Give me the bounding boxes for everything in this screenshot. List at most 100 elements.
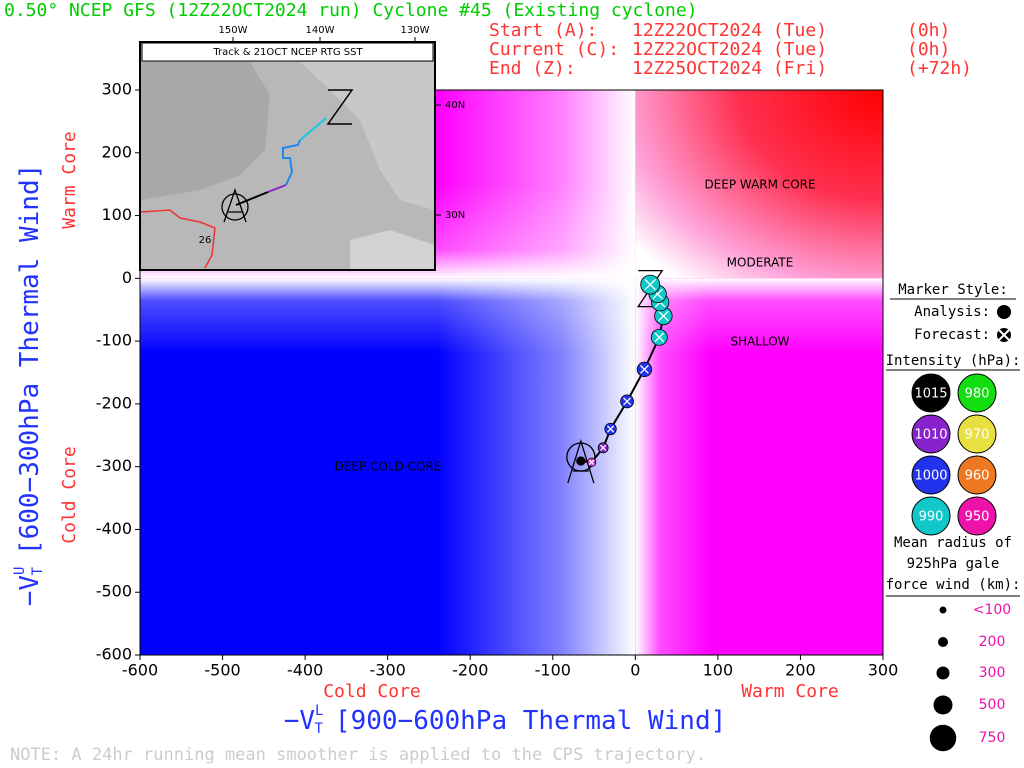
inset-track (282, 139, 301, 186)
run-date: 12Z22OCT2024 (Tue) (632, 39, 827, 60)
legend-swatch (998, 329, 1010, 341)
region-label: SHALLOW (730, 335, 789, 349)
region-label: DEEP COLD CORE (335, 460, 442, 474)
y-label-rest: [600−300hPa Thermal Wind] (15, 164, 45, 555)
forecast-cross (599, 444, 607, 452)
lon-label: 150W (219, 25, 248, 36)
intensity-swatch (911, 455, 951, 495)
legend-title: Intensity (hPa): (886, 353, 1021, 369)
run-label: End (Z): (489, 58, 576, 79)
legend-swatch (997, 305, 1011, 319)
radius-label: 300 (979, 665, 1006, 681)
radius-swatch (933, 695, 953, 715)
intensity-label: 990 (919, 510, 944, 525)
x-side-label: Warm Core (741, 681, 839, 702)
legend-label: Forecast: (914, 327, 990, 343)
legend-title: force wind (km): (886, 577, 1021, 593)
inset-track (267, 184, 287, 193)
quadrant-shade (635, 278, 883, 655)
run-hour: (0h) (907, 20, 950, 41)
chart-title: 0.50° NCEP GFS (12Z22OCT2024 run) Cyclon… (4, 0, 698, 21)
inset-land (141, 62, 434, 210)
sst-contour (140, 209, 216, 269)
legend-title: Marker Style: (898, 282, 1008, 298)
x-axis-label: −VL T [900−600hPa Thermal Wind] (284, 703, 727, 737)
x-label-sub: T (314, 721, 323, 737)
inset-track (299, 117, 327, 141)
y-tick-label: 0 (122, 268, 132, 287)
lon-label: 130W (401, 25, 430, 36)
quadrant (635, 90, 883, 279)
inset-land (350, 230, 434, 269)
radius-swatch (936, 666, 950, 680)
x-label-sup: L (315, 703, 323, 719)
y-tick-label: -100 (96, 331, 132, 350)
y-label-main: −V (15, 575, 45, 606)
inset-title: Track & 21OCT NCEP RTG SST (212, 47, 363, 58)
x-tick-label: 300 (868, 661, 899, 680)
run-date: 12Z22OCT2024 (Tue) (632, 20, 827, 41)
x-label-main: −V (284, 706, 315, 736)
intensity-label: 980 (965, 387, 990, 402)
intensity-swatch (957, 455, 997, 495)
legend-title: Mean radius of (894, 535, 1012, 551)
y-tick-label: -500 (96, 582, 132, 601)
x-tick-label: -500 (204, 661, 240, 680)
forecast-cross (644, 278, 656, 291)
note: NOTE: A 24hr running mean smoother is ap… (10, 745, 706, 765)
start-marker (221, 193, 249, 221)
intensity-label: 950 (965, 510, 990, 525)
plot-frame (139, 89, 884, 656)
radius-swatch (938, 637, 948, 647)
lat-label: 30N (445, 210, 465, 221)
y-tick-label: -300 (96, 456, 132, 475)
run-label: Current (C): (489, 39, 619, 60)
intensity-swatch (957, 373, 997, 413)
track-marker (576, 456, 586, 466)
run-label: Start (A): (489, 20, 597, 41)
y-label-sub: T (30, 567, 46, 576)
radius-label: 200 (979, 634, 1006, 650)
legend-label: Analysis: (914, 304, 990, 320)
legend: Marker Style: Analysis: Forecast: Intensity… (886, 282, 1021, 752)
inset-track (235, 191, 269, 206)
y-tick-label: 100 (101, 205, 132, 224)
radius-label: <100 (973, 602, 1011, 618)
run-hour: (+72h) (907, 58, 972, 79)
forecast-cross (606, 425, 615, 433)
intensity-label: 1000 (914, 469, 947, 484)
x-tick-label: 200 (785, 661, 816, 680)
forecast-cross (654, 332, 665, 343)
quadrant-shade (140, 278, 636, 655)
start-marker (567, 438, 595, 484)
start-marker (223, 188, 247, 223)
intensity-swatch (911, 496, 951, 536)
run-hour: (0h) (907, 39, 950, 60)
intensity-swatch (957, 414, 997, 454)
y-side-label: Warm Core (59, 131, 80, 229)
inset-sea (141, 62, 270, 200)
forecast-cross (658, 310, 669, 322)
y-tick-label: 300 (101, 80, 132, 99)
x-tick-label: -400 (287, 661, 323, 680)
intensity-swatch (957, 496, 997, 536)
x-tick-label: -600 (122, 661, 158, 680)
y-tick-label: -600 (96, 645, 132, 664)
forecast-cross (639, 364, 649, 374)
x-tick-label: 100 (703, 661, 734, 680)
x-tick-label: 0 (630, 661, 640, 680)
radius-swatch (939, 606, 947, 614)
x-side-label: Cold Core (323, 681, 421, 702)
contour-label: 26 (199, 235, 212, 246)
x-label-rest: [900−600hPa Thermal Wind] (335, 706, 726, 736)
intensity-label: 1015 (914, 387, 947, 402)
forecast-cross (623, 397, 632, 406)
x-tick-label: -100 (535, 661, 571, 680)
radius-label: 750 (979, 730, 1006, 746)
y-label-sup: U (12, 567, 28, 575)
y-axis-label: −VU T [600−300hPa Thermal Wind] (12, 164, 46, 607)
legend-title: 925hPa gale (907, 556, 1000, 572)
x-tick-label: -200 (452, 661, 488, 680)
region-label: MODERATE (727, 256, 794, 270)
